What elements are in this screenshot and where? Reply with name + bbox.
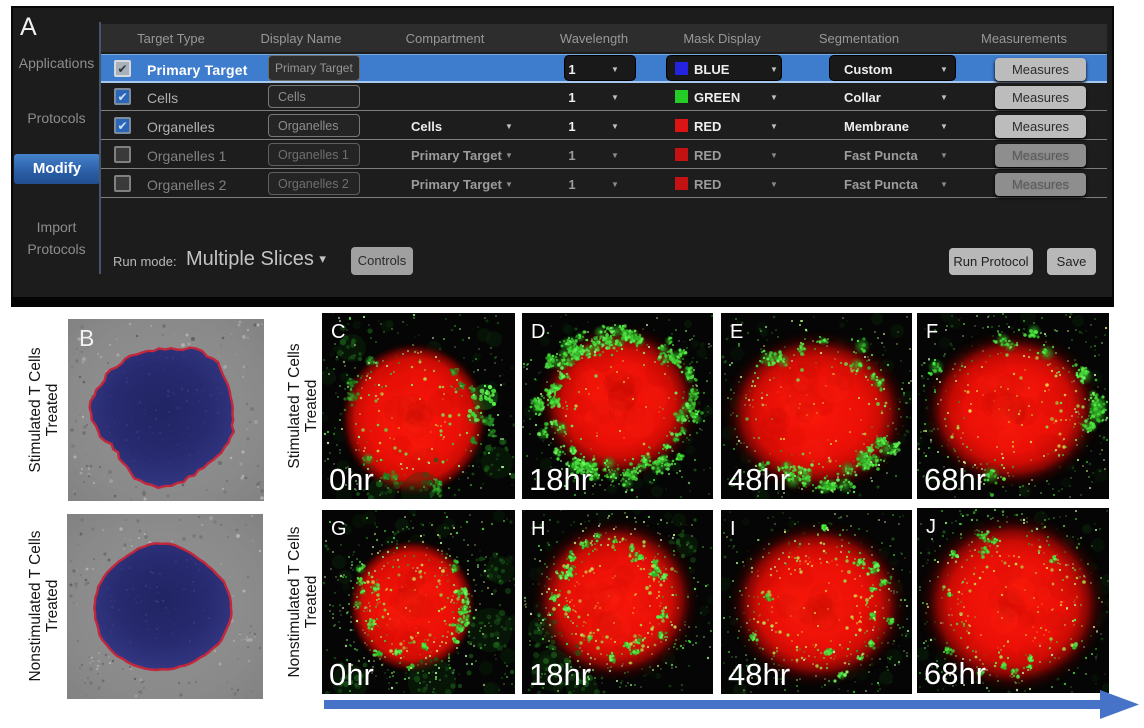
svg-text:0hr: 0hr	[329, 657, 374, 692]
svg-text:D: D	[531, 321, 545, 343]
svg-text:C: C	[331, 321, 345, 343]
svg-text:E: E	[730, 321, 743, 343]
svg-text:F: F	[926, 321, 938, 343]
svg-text:48hr: 48hr	[728, 462, 790, 497]
svg-text:18hr: 18hr	[529, 462, 591, 497]
svg-text:0hr: 0hr	[329, 462, 374, 497]
svg-text:B: B	[79, 325, 94, 351]
svg-text:68hr: 68hr	[924, 462, 986, 497]
svg-text:G: G	[331, 518, 347, 540]
